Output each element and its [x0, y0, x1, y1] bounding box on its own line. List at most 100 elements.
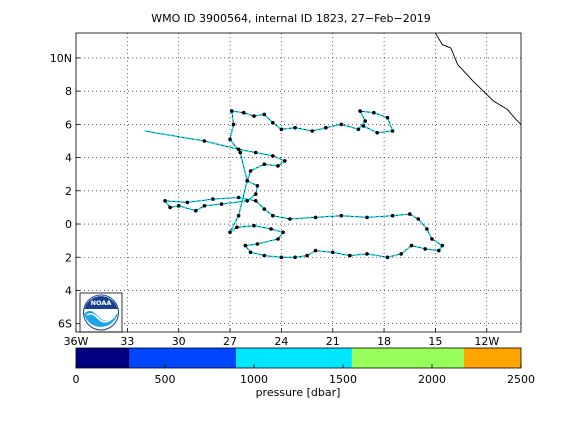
map-frame — [75, 32, 522, 333]
profile-point — [238, 150, 243, 155]
profile-point — [168, 205, 172, 210]
profile-point — [283, 159, 287, 163]
colorbar-frame — [75, 347, 522, 369]
graticule — [75, 33, 521, 332]
lon-tick-label: 18 — [377, 335, 391, 348]
profile-point — [305, 253, 309, 258]
profile-point — [313, 215, 318, 220]
noaa-logo: NOAA — [79, 292, 123, 333]
lon-tick-label: 27 — [223, 335, 237, 348]
lat-tick-label: 2 — [65, 251, 72, 264]
profile-point — [430, 237, 434, 241]
profile-point — [211, 197, 215, 201]
profile-point — [235, 225, 239, 230]
profile-point — [358, 109, 362, 113]
profile-point — [236, 195, 241, 200]
lon-tick-label: 15 — [428, 335, 442, 348]
colorbar-tick-label: 1500 — [329, 373, 357, 386]
profile-point — [255, 184, 260, 188]
profile-point — [262, 162, 267, 166]
profile-point — [313, 248, 318, 253]
colorbar-ticks: 0 500 1000 1500 2000 2500 — [73, 364, 535, 386]
lat-tick-label: 4 — [65, 152, 72, 165]
profile-point — [185, 200, 190, 205]
profile-point — [262, 207, 267, 211]
lat-tick-label: 6 — [65, 118, 72, 131]
profile-point — [385, 255, 390, 260]
svg-text:NOAA: NOAA — [91, 299, 112, 307]
profile-point — [409, 243, 414, 248]
profile-point — [252, 114, 256, 118]
colorbar-bin — [129, 348, 237, 368]
profile-point — [202, 139, 207, 143]
pressure-colorbar: 0 500 1000 1500 2000 2500 pressure [dbar] — [73, 347, 535, 399]
profile-point — [363, 119, 368, 123]
lat-tick-label: 0 — [65, 218, 72, 231]
profile-point — [262, 253, 267, 258]
lon-tick-label: 33 — [120, 335, 134, 348]
colorbar-bin — [464, 348, 521, 368]
profile-point — [262, 112, 267, 117]
profile-point — [276, 164, 280, 168]
profile-point — [288, 217, 292, 221]
coastline — [435, 32, 522, 125]
latitude-labels: 10N 8 6 4 2 0 2 4 6S — [50, 52, 72, 331]
profile-point — [440, 243, 445, 248]
profile-point — [269, 227, 273, 231]
profile-point — [194, 208, 198, 213]
lat-tick-label: 8 — [65, 85, 72, 98]
profile-point — [390, 213, 395, 218]
float-trajectory — [144, 109, 445, 260]
profile-point — [228, 230, 232, 235]
colorbar-bin — [236, 348, 352, 368]
lat-tick-label: 2 — [65, 185, 72, 198]
profile-point — [372, 110, 376, 115]
profile-point — [348, 253, 352, 258]
profile-point — [293, 125, 297, 130]
map-title: WMO ID 3900564, internal ID 1823, 27−Feb… — [151, 12, 431, 25]
profile-point — [365, 215, 369, 220]
profile-point — [241, 110, 246, 115]
profile-point — [248, 169, 253, 173]
lon-tick-label: 24 — [274, 335, 288, 348]
profile-point — [385, 115, 390, 120]
profile-point — [236, 147, 241, 152]
profile-point — [408, 212, 412, 216]
profile-point — [243, 243, 248, 248]
lon-tick-label: 21 — [326, 335, 340, 348]
profile-point — [399, 252, 404, 256]
lon-tick-label: 36W — [64, 335, 89, 348]
colorbar-bins — [76, 348, 521, 368]
profile-point — [230, 109, 234, 113]
profile-point — [416, 217, 421, 221]
profile-point — [236, 213, 241, 218]
profile-point — [324, 125, 328, 130]
profile-point — [253, 192, 258, 196]
lon-tick-label: 30 — [172, 335, 186, 348]
profile-point — [293, 255, 297, 260]
trajectory-pressure-line — [144, 110, 444, 259]
profile-point — [271, 154, 275, 158]
profile-point — [176, 204, 181, 208]
profile-point — [245, 199, 249, 203]
colorbar-tick-label: 1000 — [240, 373, 268, 386]
profile-point — [253, 199, 258, 203]
profile-point — [437, 248, 441, 253]
profile-point — [279, 255, 284, 260]
colorbar-tick-label: 500 — [155, 373, 176, 386]
profile-point — [271, 213, 275, 218]
colorbar-bin — [351, 348, 465, 368]
lon-tick-label: 12W — [474, 335, 499, 348]
profile-point — [276, 237, 280, 241]
profile-point — [361, 124, 366, 128]
longitude-labels: 36W 33 30 27 24 21 18 15 12W — [64, 335, 500, 348]
profile-point — [423, 247, 428, 251]
colorbar-bin — [76, 348, 130, 368]
profile-point — [219, 202, 224, 206]
profile-point — [245, 179, 249, 183]
profile-point — [248, 250, 253, 255]
profile-point — [339, 122, 344, 127]
profile-point — [339, 213, 344, 218]
profile-point — [253, 150, 258, 155]
